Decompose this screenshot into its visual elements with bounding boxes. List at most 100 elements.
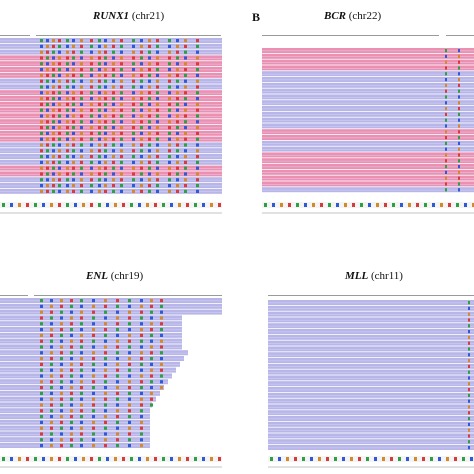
mismatch-mark — [50, 374, 53, 378]
mismatch-mark — [128, 432, 131, 436]
mismatch-mark — [58, 166, 61, 170]
mismatch-mark — [60, 362, 63, 366]
mismatch-mark — [66, 91, 69, 95]
mismatch-mark — [52, 166, 55, 170]
mismatch-mark — [52, 91, 55, 95]
mismatch-mark — [458, 49, 460, 53]
ref-base — [122, 203, 125, 207]
mismatch-mark — [468, 434, 470, 438]
read-row — [0, 188, 222, 194]
mismatch-mark — [176, 85, 179, 89]
mismatch-mark — [168, 44, 171, 48]
mismatch-mark — [98, 143, 101, 147]
mismatch-mark — [52, 172, 55, 176]
read-row — [262, 71, 474, 77]
mismatch-mark — [184, 149, 187, 153]
mismatch-mark — [445, 147, 447, 151]
mismatch-mark — [128, 403, 131, 407]
mismatch-mark — [140, 120, 143, 124]
mismatch-mark — [98, 137, 101, 141]
mismatch-mark — [58, 44, 61, 48]
read-row — [0, 338, 182, 344]
mismatch-mark — [92, 299, 95, 303]
mismatch-mark — [80, 126, 83, 130]
mismatch-mark — [90, 184, 93, 188]
mismatch-mark — [58, 39, 61, 43]
mismatch-mark — [156, 160, 159, 164]
mismatch-mark — [112, 120, 115, 124]
mismatch-mark — [160, 345, 163, 349]
mismatch-mark — [445, 66, 447, 70]
mismatch-mark — [58, 97, 61, 101]
mismatch-mark — [128, 357, 131, 361]
mismatch-mark — [80, 137, 83, 141]
mismatch-mark — [104, 362, 107, 366]
mismatch-mark — [40, 357, 43, 361]
mismatch-mark — [80, 149, 83, 153]
mismatch-mark — [104, 50, 107, 54]
mismatch-mark — [140, 131, 143, 135]
mismatch-mark — [140, 322, 143, 326]
read-row — [262, 140, 474, 146]
mismatch-mark — [70, 316, 73, 320]
mismatch-mark — [196, 189, 199, 193]
mismatch-mark — [72, 120, 75, 124]
mismatch-mark — [458, 54, 460, 58]
ref-base — [18, 457, 21, 461]
mismatch-mark — [46, 189, 49, 193]
mismatch-mark — [112, 91, 115, 95]
mismatch-mark — [40, 409, 43, 413]
mismatch-mark — [176, 68, 179, 72]
mismatch-mark — [116, 391, 119, 395]
mismatch-mark — [50, 362, 53, 366]
ref-base — [162, 203, 165, 207]
mismatch-mark — [148, 131, 151, 135]
read-row — [262, 123, 474, 129]
mismatch-mark — [92, 357, 95, 361]
ref-base — [310, 457, 313, 461]
mismatch-mark — [50, 304, 53, 308]
mismatch-mark — [90, 114, 93, 118]
mismatch-mark — [52, 120, 55, 124]
ref-base — [34, 203, 37, 207]
mismatch-mark — [128, 351, 131, 355]
read-row — [0, 361, 180, 367]
mismatch-mark — [445, 72, 447, 76]
mismatch-mark — [92, 368, 95, 372]
alignment-track-bcr — [262, 48, 474, 220]
mismatch-mark — [150, 351, 153, 355]
read-row — [268, 300, 474, 305]
mismatch-mark — [70, 391, 73, 395]
mismatch-mark — [46, 114, 49, 118]
mismatch-mark — [458, 89, 460, 93]
ref-base — [130, 203, 133, 207]
mismatch-mark — [40, 160, 43, 164]
mismatch-mark — [458, 101, 460, 105]
mismatch-mark — [92, 362, 95, 366]
mismatch-mark — [112, 44, 115, 48]
mismatch-mark — [46, 108, 49, 112]
mismatch-mark — [98, 189, 101, 193]
mismatch-mark — [60, 304, 63, 308]
mismatch-mark — [176, 120, 179, 124]
mismatch-mark — [160, 339, 163, 343]
mismatch-mark — [140, 432, 143, 436]
mismatch-mark — [80, 316, 83, 320]
mismatch-mark — [60, 432, 63, 436]
mismatch-mark — [184, 56, 187, 60]
mismatch-mark — [58, 73, 61, 77]
mismatch-mark — [468, 370, 470, 374]
mismatch-mark — [80, 444, 83, 448]
mismatch-mark — [184, 155, 187, 159]
mismatch-mark — [70, 345, 73, 349]
mismatch-mark — [168, 114, 171, 118]
mismatch-mark — [80, 415, 83, 419]
mismatch-mark — [66, 120, 69, 124]
chrom-label-enl: (chr19) — [110, 270, 144, 282]
mismatch-mark — [468, 446, 470, 450]
mismatch-mark — [196, 166, 199, 170]
mismatch-mark — [116, 339, 119, 343]
mismatch-mark — [46, 120, 49, 124]
mismatch-mark — [140, 160, 143, 164]
mismatch-mark — [112, 108, 115, 112]
